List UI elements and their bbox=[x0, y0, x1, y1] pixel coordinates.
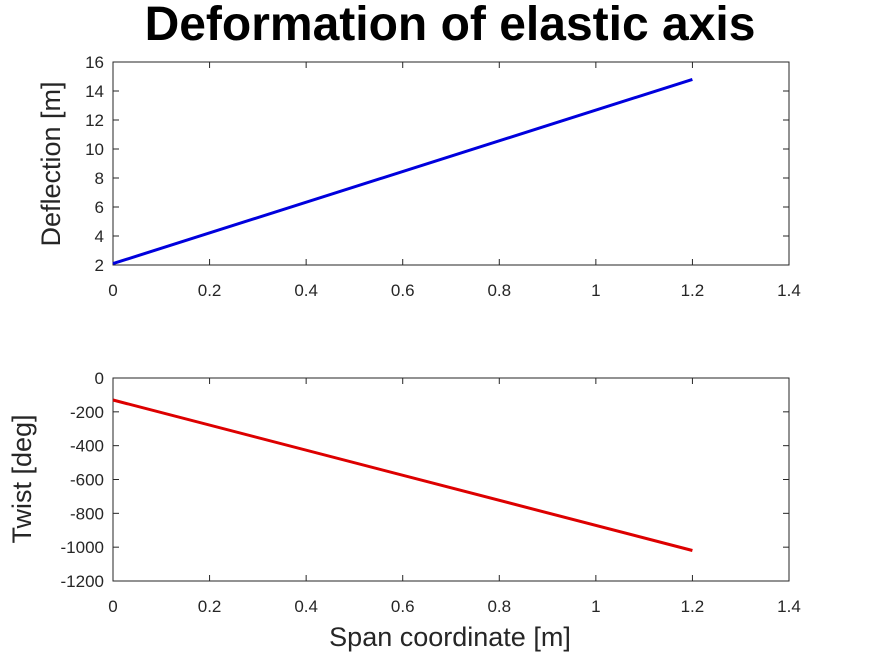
deflection-x-tick-label: 1 bbox=[591, 281, 600, 300]
deflection-y-tick-label: 4 bbox=[95, 227, 104, 246]
twist-y-tick-label: -1200 bbox=[61, 572, 104, 591]
deflection-y-tick-label: 6 bbox=[95, 198, 104, 217]
deflection-axes-box bbox=[112, 61, 790, 266]
deflection-x-tick-label: 1.4 bbox=[777, 281, 801, 300]
twist-y-tick-label: -800 bbox=[70, 504, 104, 523]
deflection-x-tick-label: 0.4 bbox=[294, 281, 318, 300]
deflection-series-line bbox=[112, 77, 693, 266]
twist-x-tick-label: 0.4 bbox=[294, 597, 318, 616]
deflection-y-tick-label: 2 bbox=[95, 256, 104, 275]
twist-y-tick-label: -400 bbox=[70, 437, 104, 456]
deflection-x-tick-label: 0.8 bbox=[487, 281, 511, 300]
twist-x-tick-label: 1 bbox=[591, 597, 600, 616]
x-axis-label: Span coordinate [m] bbox=[329, 622, 571, 652]
twist-y-axis-label: Twist [deg] bbox=[7, 414, 37, 543]
twist-x-tick-label: 0.6 bbox=[391, 597, 415, 616]
deflection-y-tick-label: 10 bbox=[85, 140, 104, 159]
deflection-axes: 0 0.2 0.4 0.6 0.8 1 1.2 1.4 2 4 6 8 10 12 14 16 bbox=[85, 53, 801, 300]
deflection-y-tick-label: 8 bbox=[95, 169, 104, 188]
twist-x-tick-label: 1.2 bbox=[681, 597, 705, 616]
twist-y-tick-label: -200 bbox=[70, 403, 104, 422]
deflection-y-tick-label: 12 bbox=[85, 111, 104, 130]
deflection-x-tick-label: 0.2 bbox=[198, 281, 222, 300]
chart-title: Deformation of elastic axis bbox=[145, 0, 756, 51]
deflection-y-tick-label: 14 bbox=[85, 82, 104, 101]
deflection-y-tick-label: 16 bbox=[85, 53, 104, 72]
twist-x-tick-label: 0.8 bbox=[487, 597, 511, 616]
twist-y-tick-label: -600 bbox=[70, 471, 104, 490]
twist-y-tick-label: -1000 bbox=[61, 538, 104, 557]
twist-series-line bbox=[112, 398, 693, 552]
deflection-x-tick-label: 1.2 bbox=[681, 281, 705, 300]
twist-x-tick-label: 1.4 bbox=[777, 597, 801, 616]
twist-x-tick-label: 0.2 bbox=[198, 597, 222, 616]
deflection-y-axis-label: Deflection [m] bbox=[36, 81, 66, 246]
twist-y-tick-label: 0 bbox=[95, 369, 104, 388]
deflection-x-tick-label: 0.6 bbox=[391, 281, 415, 300]
twist-x-tick-label: 0 bbox=[108, 597, 117, 616]
twist-axes: 0 0.2 0.4 0.6 0.8 1 1.2 1.4 -1200 -1000 -800 -600 -4… bbox=[61, 369, 801, 616]
deflection-x-tick-label: 0 bbox=[108, 281, 117, 300]
